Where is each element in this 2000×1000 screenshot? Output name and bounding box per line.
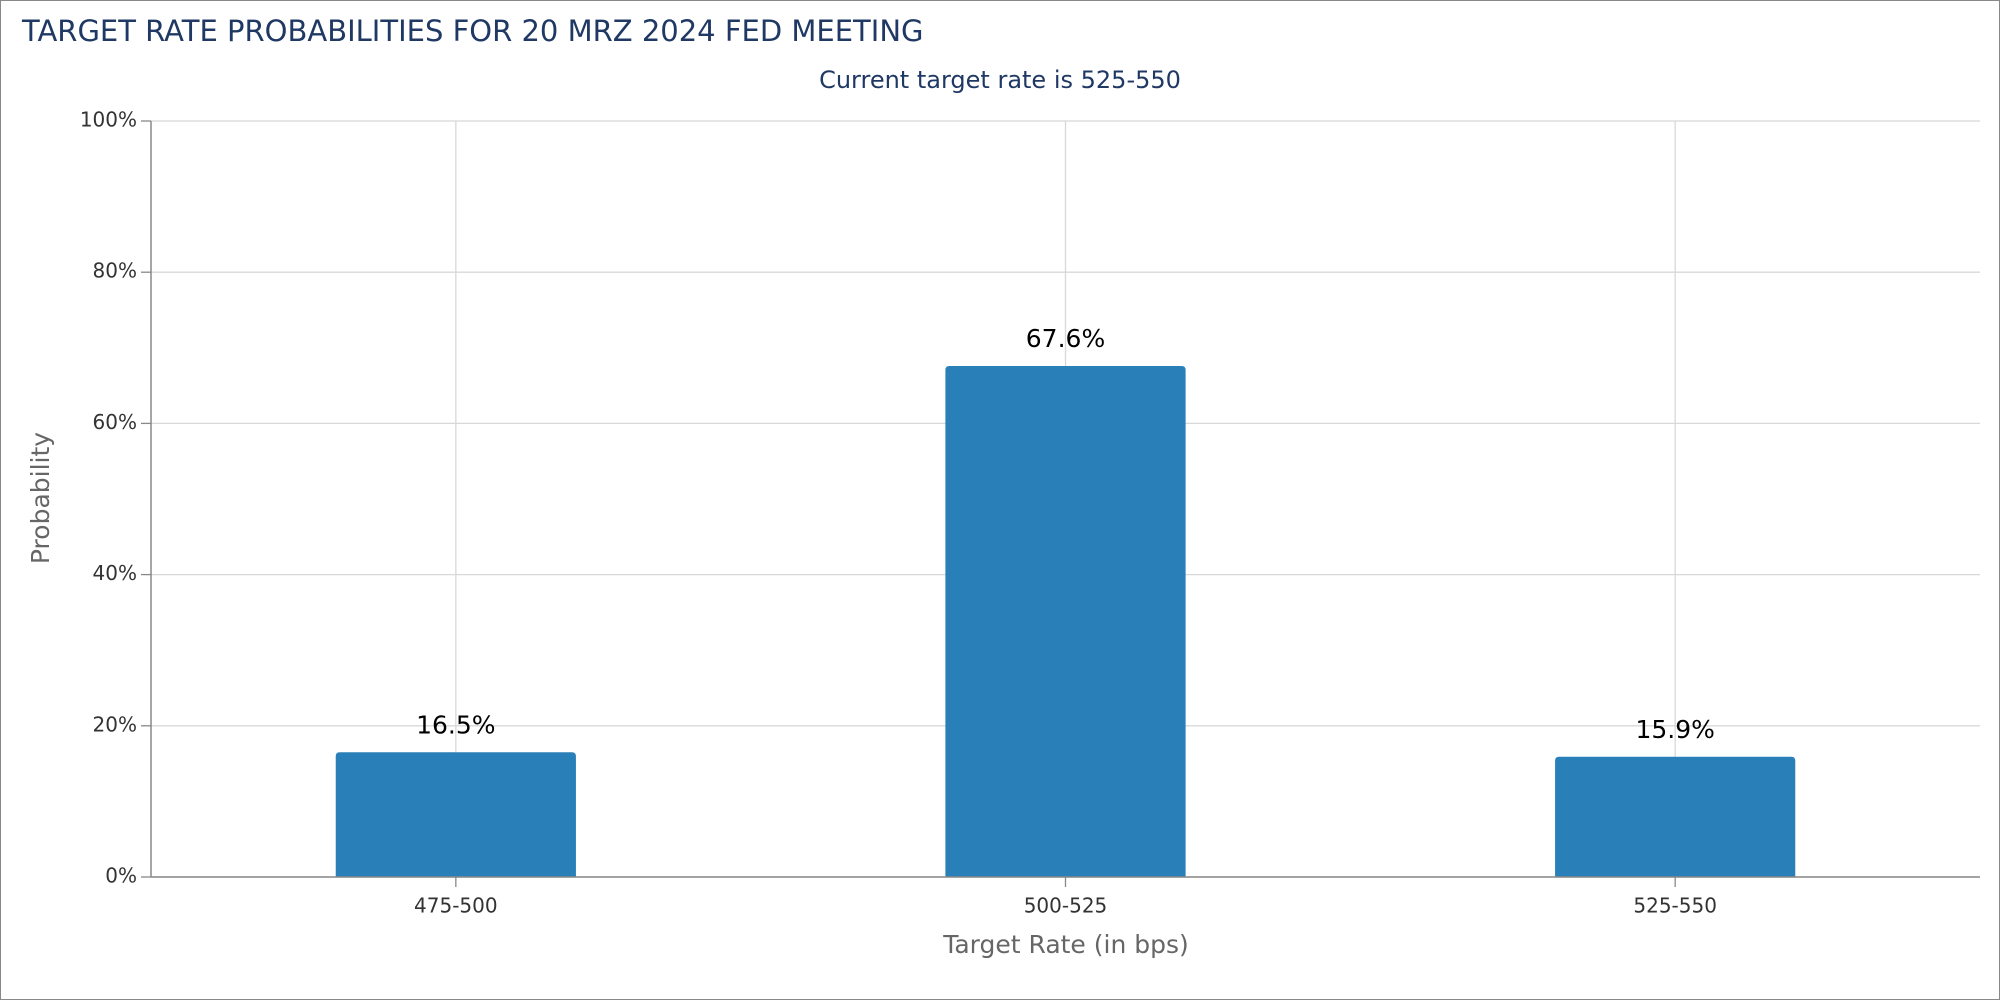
y-tick-label: 0% <box>105 864 137 888</box>
y-tick-label: 100% <box>80 108 137 132</box>
value-label: 67.6% <box>1026 324 1105 353</box>
y-axis-label: Probability <box>26 432 55 564</box>
x-tick-label: 475-500 <box>414 894 498 918</box>
chart-title: TARGET RATE PROBABILITIES FOR 20 MRZ 202… <box>21 14 924 48</box>
x-axis-label: Target Rate (in bps) <box>942 930 1189 959</box>
bar <box>1555 756 1796 877</box>
value-label: 16.5% <box>416 710 495 739</box>
y-tick-label: 80% <box>93 259 137 283</box>
x-tick-label: 500-525 <box>1024 894 1108 918</box>
bar <box>945 365 1186 877</box>
y-tick-label: 40% <box>93 561 137 585</box>
y-tick-label: 60% <box>93 410 137 434</box>
x-tick-label: 525-550 <box>1633 894 1717 918</box>
bar <box>335 752 576 877</box>
y-tick-label: 20% <box>93 712 137 736</box>
plot-area: 0% 20% 40% 60% 80% 100% 475-500 16.5% 500-525 67.… <box>80 108 1980 918</box>
value-label: 15.9% <box>1635 715 1714 744</box>
chart-subtitle: Current target rate is 525-550 <box>819 66 1181 94</box>
